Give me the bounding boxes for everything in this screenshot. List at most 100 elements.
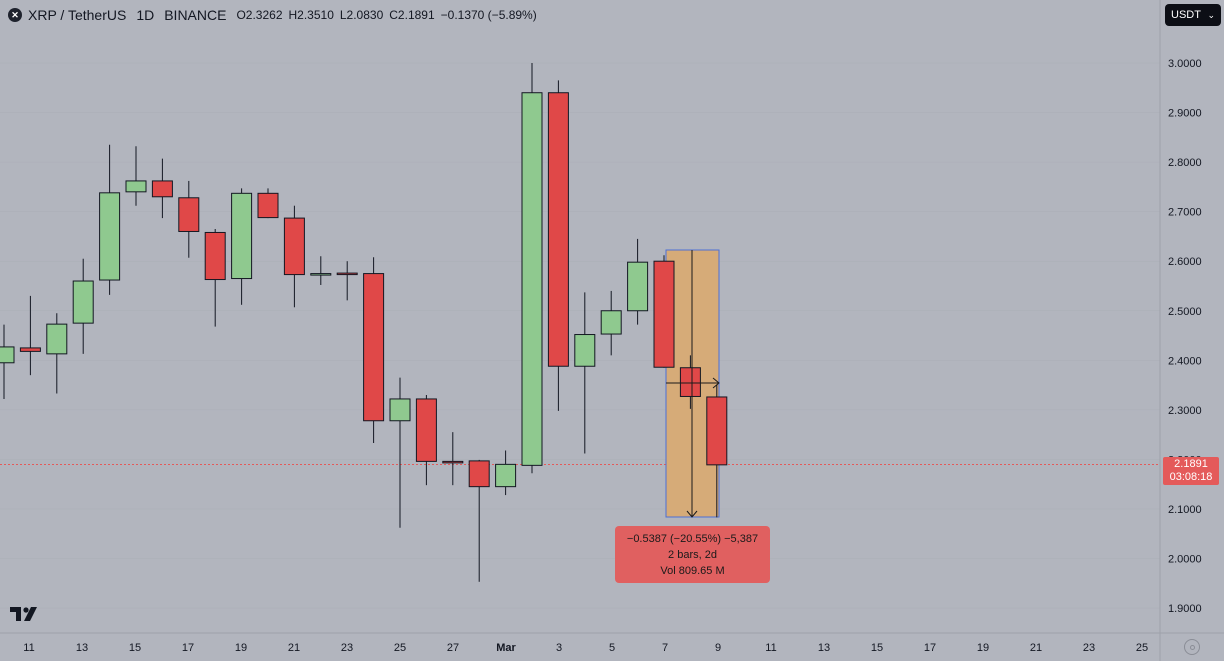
candle[interactable]	[257, 188, 279, 219]
candle[interactable]	[389, 377, 411, 528]
symbol-title[interactable]: XRP / TetherUS	[28, 7, 127, 23]
measure-arrows	[666, 250, 720, 518]
candle[interactable]	[415, 394, 437, 486]
time-tick-label: 19	[977, 642, 989, 654]
candle-body	[19, 347, 41, 352]
candle-body	[178, 197, 200, 232]
candle[interactable]	[72, 258, 94, 354]
candle-body	[231, 192, 253, 280]
candle[interactable]	[99, 144, 121, 295]
candle-body	[283, 217, 305, 276]
candle[interactable]	[46, 313, 68, 394]
time-tick-label: 25	[1136, 642, 1148, 654]
symbol-header: ✕ XRP / TetherUS 1D BINANCE O2.3262 H2.3…	[8, 6, 537, 24]
price-tick-label: 2.7000	[1168, 207, 1202, 219]
time-tick-label: 25	[394, 642, 406, 654]
candle[interactable]	[125, 146, 147, 206]
candle[interactable]	[310, 256, 332, 285]
time-tick-label: 9	[715, 642, 721, 654]
low-value: L2.0830	[339, 8, 384, 22]
candle-body	[151, 180, 173, 198]
candle[interactable]	[0, 324, 15, 399]
xrp-logo-icon[interactable]: ✕	[8, 8, 22, 22]
candle[interactable]	[178, 180, 200, 258]
candle-body	[600, 310, 622, 335]
candle[interactable]	[547, 80, 569, 411]
candle-body	[363, 273, 385, 422]
candle-body	[442, 460, 464, 464]
time-tick-label: 7	[662, 642, 668, 654]
candle[interactable]	[151, 158, 173, 219]
chevron-down-icon: ⌄	[1207, 9, 1215, 20]
candle-body	[125, 180, 147, 193]
candle-body	[257, 192, 279, 219]
candle[interactable]	[468, 459, 490, 582]
candle-body	[679, 367, 701, 397]
candle[interactable]	[574, 292, 596, 454]
candle[interactable]	[600, 290, 622, 356]
price-tick-label: 2.0000	[1168, 554, 1202, 566]
price-tick-label: 2.5000	[1168, 306, 1202, 318]
candle[interactable]	[231, 188, 253, 305]
open-value: O2.3262	[236, 8, 283, 22]
price-tick-label: 2.3000	[1168, 405, 1202, 417]
time-tick-label: 11	[765, 642, 776, 654]
bar-countdown: 03:08:18	[1169, 471, 1213, 483]
candle-body	[0, 346, 15, 364]
candle[interactable]	[19, 295, 41, 376]
candle-body	[310, 273, 332, 276]
candle[interactable]	[363, 257, 385, 444]
time-tick-label: 23	[341, 642, 353, 654]
candle-body	[204, 231, 226, 281]
candle[interactable]	[521, 63, 543, 474]
candle[interactable]	[495, 450, 517, 496]
candle-body	[547, 92, 569, 367]
time-tick-label: 17	[924, 642, 936, 654]
change-value: −0.1370 (−5.89%)	[440, 8, 537, 22]
tradingview-logo-icon[interactable]	[10, 606, 40, 627]
time-tick-label: 5	[609, 642, 615, 654]
close-value: C2.1891	[389, 8, 435, 22]
time-tick-label: 15	[129, 642, 141, 654]
price-tick-label: 3.0000	[1168, 58, 1202, 70]
settings-icon[interactable]	[1184, 639, 1200, 655]
measure-tooltip: −0.5387 (−20.55%) −5,387 2 bars, 2d Vol …	[615, 526, 770, 583]
candle-body	[495, 463, 517, 488]
time-tick-label: 23	[1083, 642, 1095, 654]
candle-body	[99, 192, 121, 281]
candle[interactable]	[283, 205, 305, 308]
candle[interactable]	[653, 255, 675, 368]
candle-body	[336, 272, 358, 276]
candle[interactable]	[442, 432, 464, 486]
candle-body	[72, 280, 94, 324]
time-tick-label: 3	[556, 642, 562, 654]
high-value: H2.3510	[288, 8, 334, 22]
candle-body	[653, 260, 675, 368]
time-tick-label: 21	[288, 642, 300, 654]
measure-bars: 2 bars, 2d	[668, 548, 717, 561]
price-grid	[0, 62, 1160, 609]
candle-body	[706, 396, 728, 466]
time-tick-label: 19	[235, 642, 247, 654]
candle[interactable]	[204, 228, 226, 327]
candle[interactable]	[627, 238, 649, 325]
candle-body	[468, 460, 490, 488]
interval-label[interactable]: 1D	[136, 7, 155, 23]
price-tick-label: 2.4000	[1168, 355, 1202, 367]
time-tick-label: Mar	[496, 642, 516, 654]
currency-dropdown[interactable]: USDT ⌄	[1165, 4, 1221, 26]
currency-label: USDT	[1171, 9, 1201, 21]
candle[interactable]	[679, 355, 701, 409]
time-axis: 11 13 15 17 19 21 23 25 27 Mar 3 5 7 9 11 13 15 17 19 21 23 2…	[23, 642, 1148, 654]
candle[interactable]	[706, 384, 728, 518]
price-tick-label: 2.8000	[1168, 157, 1202, 169]
current-price-tag: 2.1891 03:08:18	[1163, 457, 1219, 485]
measure-change: −0.5387 (−20.55%) −5,387	[626, 532, 759, 545]
price-axis: 3.0000 2.9000 2.8000 2.7000 2.6000 2.5000 2.40…	[1168, 58, 1202, 615]
candle[interactable]	[336, 261, 358, 301]
candles-layer	[0, 63, 728, 582]
time-tick-label: 13	[818, 642, 830, 654]
candle-body	[574, 334, 596, 367]
measure-volume: Vol 809.65 M	[660, 564, 725, 577]
